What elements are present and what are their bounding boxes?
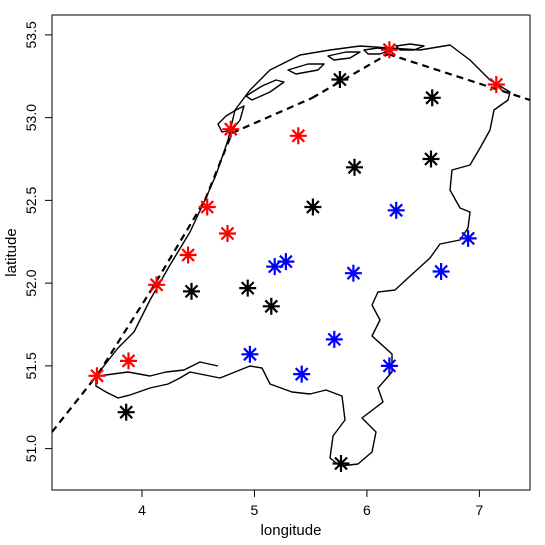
y-axis-label: latitude — [3, 228, 20, 276]
x-tick-label: 6 — [363, 502, 371, 518]
wadden-island-5 — [363, 47, 391, 55]
scatter-point — [422, 150, 440, 168]
scatter-point — [293, 365, 311, 383]
scatter-point — [380, 357, 398, 375]
wadden-island-2 — [245, 79, 285, 101]
scatter-point — [304, 198, 322, 216]
x-tick-label: 7 — [475, 502, 483, 518]
y-tick-label: 52.5 — [23, 187, 39, 214]
scatter-point — [183, 282, 200, 300]
netherlands-map — [95, 43, 511, 467]
scatter-point — [277, 253, 295, 271]
y-tick-label: 53.5 — [23, 21, 39, 48]
dashed-coast-line-5 — [231, 96, 313, 135]
zeeland-inlet — [97, 361, 219, 377]
dashed-coast-line-2 — [97, 291, 151, 375]
point-markers — [88, 41, 505, 472]
wadden-island-4 — [327, 51, 361, 61]
scatter-point — [179, 246, 197, 264]
scatter-point — [459, 229, 477, 247]
x-tick-label: 5 — [251, 502, 259, 518]
scatter-point — [219, 225, 236, 242]
dashed-coast-line-4 — [203, 132, 234, 201]
scatter-point — [423, 89, 441, 107]
y-tick-label: 53.0 — [23, 104, 39, 131]
scatter-point — [380, 41, 398, 59]
y-tick-label: 51.5 — [23, 352, 39, 379]
scatter-point — [332, 455, 350, 472]
scatter-point — [222, 120, 240, 138]
y-tick-label: 52.0 — [23, 269, 39, 296]
scatter-point — [487, 76, 505, 93]
scatter-point — [289, 127, 307, 145]
x-tick-label: 4 — [138, 502, 146, 518]
scatter-point — [241, 345, 259, 363]
scatter-point — [262, 297, 280, 315]
wadden-island-3 — [287, 63, 325, 75]
plot-frame — [51, 14, 531, 491]
scatter-point — [117, 403, 135, 421]
scatter-point — [346, 158, 363, 176]
scatter-point — [387, 201, 405, 219]
scatter-point — [325, 330, 343, 348]
axes: 4 5 6 7 51.0 51.5 52.0 52.5 53.0 53.5 — [23, 21, 483, 518]
dashed-coast-line-3 — [149, 199, 206, 293]
coastline-border — [95, 44, 511, 467]
scatter-point — [239, 279, 257, 297]
dashed-coast-line-7 — [387, 52, 531, 102]
scatter-point — [120, 352, 137, 370]
dashed-coast-line-6 — [311, 53, 389, 99]
scatter-point — [198, 198, 216, 216]
wadden-island-6 — [395, 43, 425, 51]
x-axis-label: longitude — [261, 522, 322, 539]
scatter-point — [148, 276, 166, 294]
scatter-point — [344, 264, 362, 282]
dashed-coast-line — [51, 373, 99, 433]
wadden-island-1 — [217, 105, 245, 133]
y-tick-label: 51.0 — [23, 435, 39, 462]
scatter-point — [432, 263, 450, 280]
scatter-point — [88, 367, 106, 385]
scatter-point — [331, 71, 349, 88]
